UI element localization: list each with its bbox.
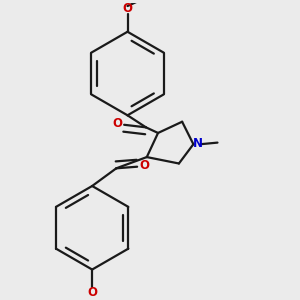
Text: O: O (112, 117, 122, 130)
Text: O: O (139, 159, 149, 172)
Text: O: O (87, 286, 97, 299)
Text: N: N (193, 137, 202, 150)
Text: O: O (122, 2, 133, 15)
